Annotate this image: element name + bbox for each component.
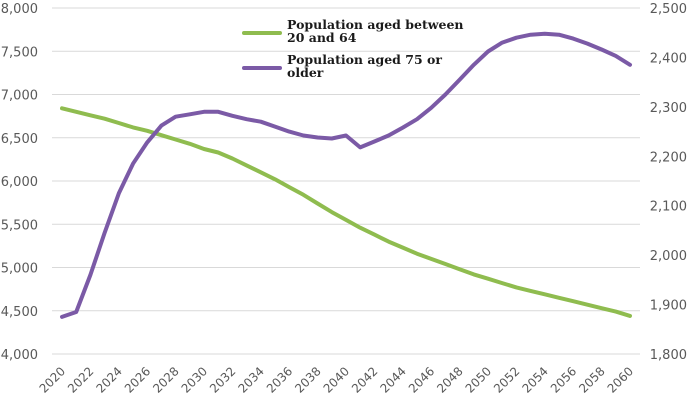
series-lines [60,31,632,319]
x-tick-label: 2034 [235,364,266,395]
left-y-tick-label: 8,000 [1,2,38,17]
right-y-tick-label: 1,900 [650,299,687,314]
x-tick-label: 2046 [406,364,437,395]
x-tick-label: 2054 [519,364,550,395]
left-y-axis: 4,000 4,500 5,000 5,500 6,000 6,500 7,000 7,500… [1,2,38,363]
right-y-tick-label: 2,300 [650,101,687,116]
x-tick-label: 2042 [349,364,380,395]
x-tick-label: 2026 [122,364,153,395]
x-tick-label: 2058 [576,364,607,395]
legend-label: older [287,65,324,80]
x-tick-label: 2060 [605,364,636,395]
x-tick-label: 2044 [377,364,408,395]
left-y-tick-label: 4,500 [1,305,38,320]
left-y-tick-label: 5,500 [1,218,38,233]
right-y-tick-label: 1,800 [650,348,687,363]
x-tick-label: 2056 [548,364,579,395]
left-y-tick-label: 4,000 [1,348,38,363]
left-y-tick-label: 6,000 [1,175,38,190]
legend-label: 20 and 64 [287,30,357,45]
x-tick-label: 2052 [491,364,522,395]
x-tick-label: 2038 [292,364,323,395]
x-tick-label: 2040 [321,364,352,395]
left-y-tick-label: 5,000 [1,262,38,277]
right-y-tick-label: 2,400 [650,51,687,66]
right-y-tick-label: 2,100 [650,200,687,215]
right-y-tick-label: 2,500 [650,2,687,17]
x-tick-label: 2022 [65,364,96,395]
left-y-tick-label: 7,000 [1,89,38,104]
legend-label: Population aged 75 or [287,52,442,67]
x-tick-label: 2036 [264,364,295,395]
x-tick-label: 2032 [207,364,238,395]
legend-label: Population aged between [287,17,463,32]
x-tick-label: 2030 [179,364,210,395]
x-tick-label: 2050 [463,364,494,395]
right-y-axis: 1,800 1,900 2,000 2,100 2,200 2,300 2,400 2,500 [650,2,687,363]
left-y-tick-label: 6,500 [1,132,38,147]
x-tick-label: 2028 [150,364,181,395]
x-axis: 2020202220242026202820302032203420362038… [37,364,636,395]
x-tick-label: 2048 [434,364,465,395]
series-line-aged-75-plus [60,31,632,319]
right-y-tick-label: 2,200 [650,150,687,165]
x-tick-label: 2024 [93,364,124,395]
right-y-tick-label: 2,000 [650,249,687,264]
left-y-tick-label: 7,500 [1,45,38,60]
x-tick-label: 2020 [37,364,68,395]
